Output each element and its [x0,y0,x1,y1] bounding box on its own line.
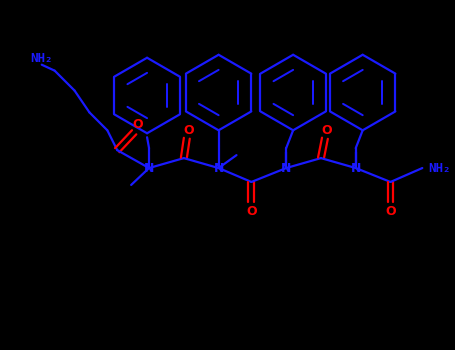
Text: N: N [281,162,291,175]
Text: N: N [144,162,154,175]
Text: N: N [350,162,361,175]
Text: O: O [183,124,194,137]
Text: N: N [213,162,224,175]
Text: NH₂: NH₂ [30,52,53,65]
Text: O: O [322,124,332,137]
Text: O: O [385,205,396,218]
Text: NH₂: NH₂ [428,162,451,175]
Text: O: O [133,118,143,131]
Text: O: O [246,205,257,218]
